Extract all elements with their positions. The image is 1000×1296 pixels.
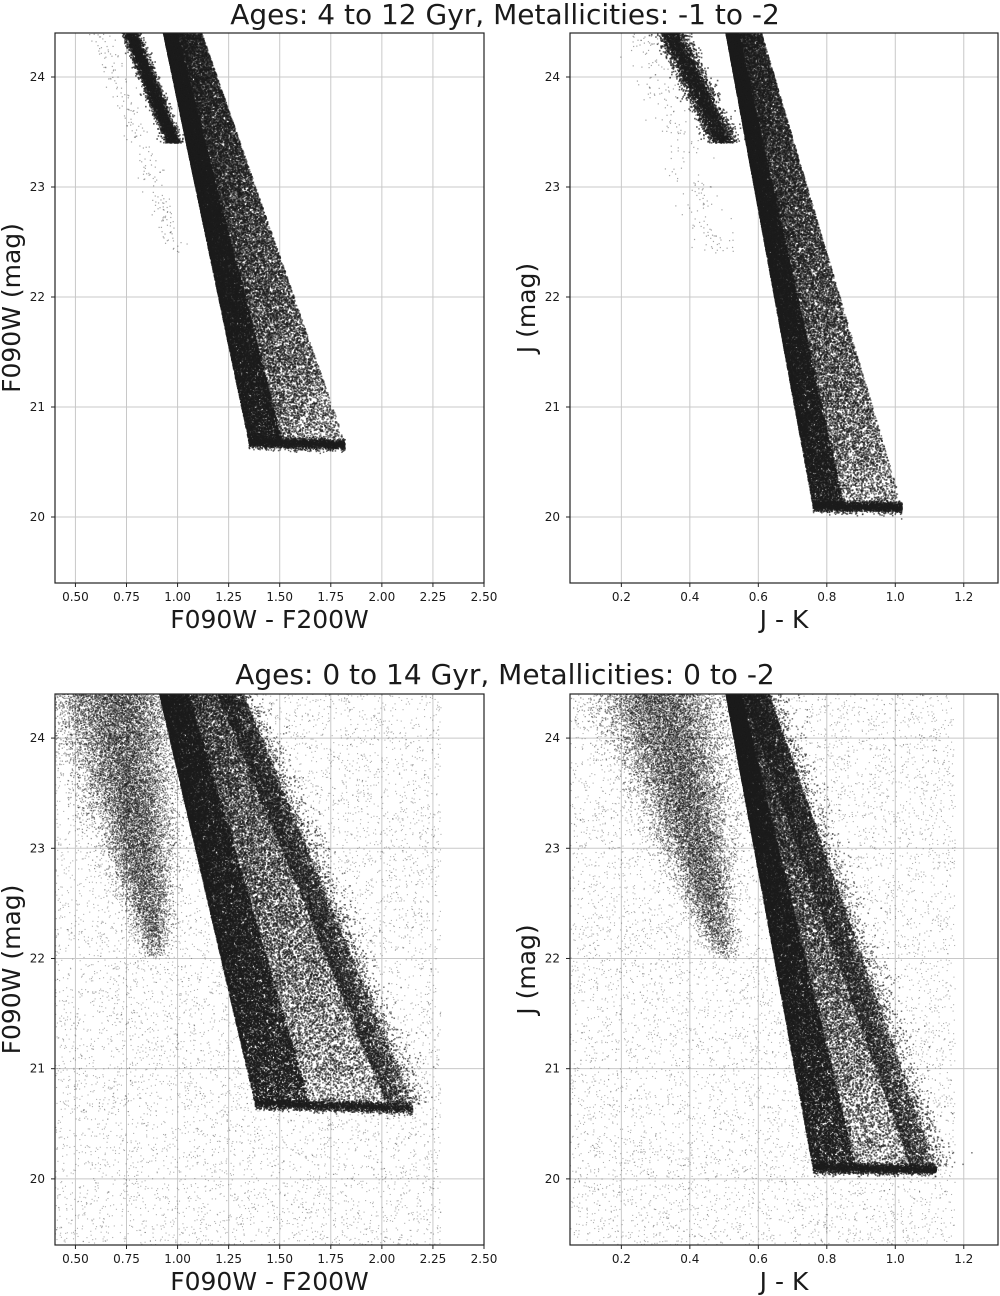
- x-tick-label: 2.25: [420, 590, 447, 604]
- scatter-points: [55, 694, 484, 1245]
- x-tick-label: 2.00: [368, 1252, 395, 1266]
- y-tick-label: 24: [30, 70, 45, 84]
- top-right-panel: 0.2 0.4 0.6 0.8 1.0 1.2 20 21 22 23 24 J - K J (mag): [512, 32, 999, 634]
- x-tick-label: 0.75: [113, 590, 140, 604]
- scatter-points: [55, 33, 484, 583]
- x-axis-label: J - K: [758, 1267, 809, 1296]
- plot-frame: [54, 32, 485, 584]
- x-tick-label: 1.00: [164, 590, 191, 604]
- x-tick-label: 0.6: [749, 1252, 768, 1266]
- y-axis-label: J (mag): [512, 924, 541, 1016]
- x-tick-label: 0.8: [817, 1252, 836, 1266]
- x-tick-label: 0.8: [817, 590, 836, 604]
- x-tick-label: 1.0: [886, 1252, 905, 1266]
- x-tick-label: 1.75: [317, 590, 344, 604]
- y-axis-label: F090W (mag): [0, 223, 26, 393]
- y-tick-label: 23: [545, 180, 560, 194]
- y-tick-label: 24: [545, 731, 560, 745]
- x-tick-label: 0.4: [680, 1252, 699, 1266]
- bottom-left-panel: 0.50 0.75 1.00 1.25 1.50 1.75 2.00 2.25 2.50 20 21…: [0, 693, 498, 1296]
- x-tick-label: 0.50: [62, 590, 89, 604]
- y-axis-label: J (mag): [512, 263, 541, 355]
- scatter-points: [570, 694, 998, 1245]
- x-tick-label: 0.4: [680, 590, 699, 604]
- y-tick-label: 23: [30, 180, 45, 194]
- bottom-right-panel: 0.2 0.4 0.6 0.8 1.0 1.2 20 21 22 23 24 J - K J (mag): [512, 693, 999, 1296]
- plot-frame: [54, 693, 485, 1246]
- x-tick-label: 2.50: [471, 590, 498, 604]
- panels: 0.50 0.75 1.00 1.25 1.50 1.75 2.00 2.25 2.50 20 21…: [0, 32, 999, 1296]
- x-axis-label: F090W - F200W: [170, 605, 369, 634]
- top-left-panel: 0.50 0.75 1.00 1.25 1.50 1.75 2.00 2.25 2.50 20 21…: [0, 32, 498, 634]
- x-tick-label: 1.00: [164, 1252, 191, 1266]
- x-axis-label: J - K: [758, 605, 809, 634]
- x-axis-label: F090W - F200W: [170, 1267, 369, 1296]
- y-tick-label: 22: [545, 290, 560, 304]
- y-tick-label: 21: [30, 1062, 45, 1076]
- x-tick-label: 0.2: [612, 1252, 631, 1266]
- x-tick-label: 1.50: [266, 590, 293, 604]
- x-tick-label: 2.00: [368, 590, 395, 604]
- y-tick-label: 20: [30, 510, 45, 524]
- y-tick-label: 21: [30, 400, 45, 414]
- x-tick-label: 2.25: [420, 1252, 447, 1266]
- y-tick-label: 22: [30, 951, 45, 965]
- y-tick-label: 24: [30, 731, 45, 745]
- y-tick-label: 22: [30, 290, 45, 304]
- y-tick-label: 20: [545, 510, 560, 524]
- plot-frame: [569, 693, 999, 1246]
- y-tick-label: 24: [545, 70, 560, 84]
- y-axis-label: F090W (mag): [0, 885, 26, 1055]
- y-tick-label: 23: [30, 841, 45, 855]
- y-tick-label: 21: [545, 400, 560, 414]
- scatter-points: [570, 33, 998, 583]
- x-tick-label: 1.25: [215, 590, 242, 604]
- y-tick-label: 23: [545, 841, 560, 855]
- y-tick-label: 20: [30, 1172, 45, 1186]
- x-tick-label: 0.6: [749, 590, 768, 604]
- x-tick-label: 1.0: [886, 590, 905, 604]
- y-tick-label: 21: [545, 1062, 560, 1076]
- x-tick-label: 2.50: [471, 1252, 498, 1266]
- x-tick-label: 0.2: [612, 590, 631, 604]
- row-title-bottom: Ages: 0 to 14 Gyr, Metallicities: 0 to -…: [235, 658, 775, 691]
- x-tick-label: 1.50: [266, 1252, 293, 1266]
- x-tick-label: 0.50: [62, 1252, 89, 1266]
- x-tick-label: 1.25: [215, 1252, 242, 1266]
- x-tick-label: 1.2: [954, 1252, 973, 1266]
- x-tick-label: 1.2: [954, 590, 973, 604]
- x-tick-label: 1.75: [317, 1252, 344, 1266]
- row-title-top: Ages: 4 to 12 Gyr, Metallicities: -1 to …: [230, 0, 780, 31]
- x-tick-label: 0.75: [113, 1252, 140, 1266]
- plot-frame: [569, 32, 999, 584]
- y-tick-label: 20: [545, 1172, 560, 1186]
- y-tick-label: 22: [545, 951, 560, 965]
